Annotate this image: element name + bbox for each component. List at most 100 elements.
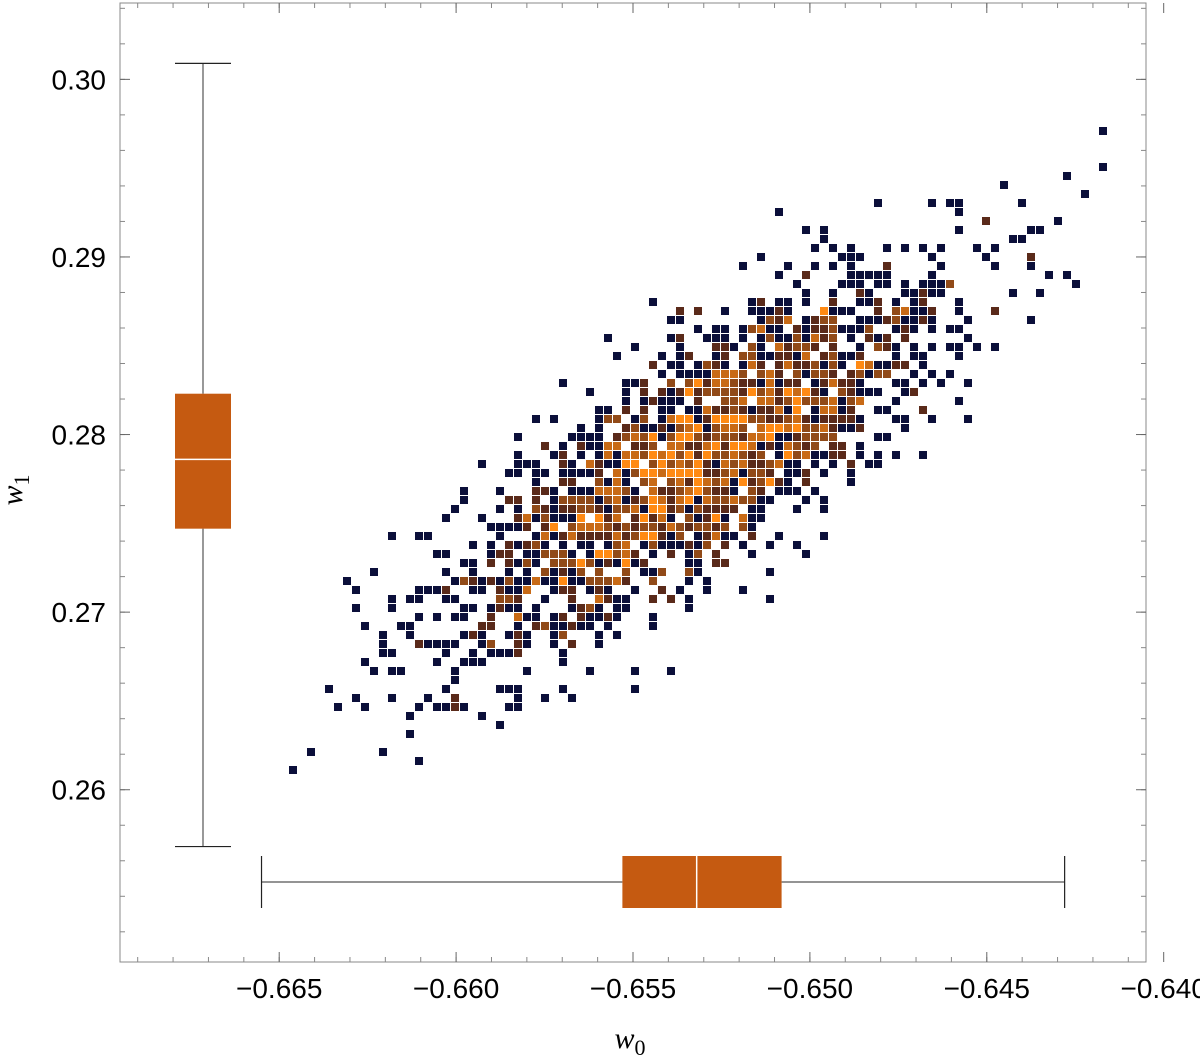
heatmap-cell: [748, 352, 756, 360]
heatmap-cell: [658, 406, 666, 414]
heatmap-cell: [631, 685, 639, 693]
heatmap-cell: [748, 451, 756, 459]
heatmap-cell: [712, 433, 720, 441]
heatmap-cell: [829, 289, 837, 297]
heatmap-cell: [667, 460, 675, 468]
heatmap-cell: [658, 451, 666, 459]
heatmap-cell: [721, 307, 729, 315]
heatmap-cell: [586, 586, 594, 594]
heatmap-cell: [631, 469, 639, 477]
heatmap-cell: [658, 388, 666, 396]
heatmap-cell: [838, 280, 846, 288]
heatmap-cell: [478, 712, 486, 720]
heatmap-cell: [784, 379, 792, 387]
heatmap-cell: [658, 397, 666, 405]
heatmap-cell: [568, 586, 576, 594]
heatmap-cell: [721, 532, 729, 540]
heatmap-cell: [667, 667, 675, 675]
heatmap-cell: [586, 622, 594, 630]
heatmap-cell: [856, 361, 864, 369]
heatmap-cell: [514, 694, 522, 702]
heatmap-cell: [568, 469, 576, 477]
heatmap-cell: [802, 478, 810, 486]
heatmap-cell: [712, 325, 720, 333]
heatmap-cell: [703, 424, 711, 432]
heatmap-cell: [469, 541, 477, 549]
heatmap-cell: [775, 352, 783, 360]
heatmap-cell: [685, 388, 693, 396]
heatmap-cell: [955, 325, 963, 333]
heatmap-cell: [658, 487, 666, 495]
heatmap-cell: [496, 595, 504, 603]
heatmap-cell: [622, 487, 630, 495]
heatmap-cell: [433, 586, 441, 594]
heatmap-cell: [721, 496, 729, 504]
heatmap-cell: [595, 469, 603, 477]
heatmap-cell: [667, 388, 675, 396]
heatmap-cell: [649, 298, 657, 306]
heatmap-cell: [631, 433, 639, 441]
heatmap-cell: [694, 541, 702, 549]
heatmap-cell: [712, 388, 720, 396]
heatmap-cell: [748, 505, 756, 513]
heatmap-cell: [775, 334, 783, 342]
heatmap-cell: [676, 343, 684, 351]
heatmap-cell: [559, 586, 567, 594]
x-tick-label: −0.640: [1120, 973, 1200, 1004]
heatmap-cell: [676, 370, 684, 378]
heatmap-cell: [757, 298, 765, 306]
heatmap-cell: [523, 523, 531, 531]
heatmap-cell: [694, 325, 702, 333]
heatmap-cell: [847, 334, 855, 342]
heatmap-cell: [676, 361, 684, 369]
heatmap-cell: [424, 694, 432, 702]
heatmap-cell: [784, 487, 792, 495]
heatmap-cell: [658, 469, 666, 477]
heatmap-cell: [694, 523, 702, 531]
heatmap-cell: [766, 415, 774, 423]
heatmap-cell: [640, 415, 648, 423]
heatmap-cell: [631, 523, 639, 531]
heatmap-cell: [685, 487, 693, 495]
heatmap-cell: [460, 703, 468, 711]
heatmap-cell: [766, 469, 774, 477]
heatmap-cell: [739, 478, 747, 486]
x-tick-label: −0.650: [767, 973, 853, 1004]
heatmap-cell: [631, 442, 639, 450]
heatmap-cell: [811, 442, 819, 450]
heatmap-cell: [838, 379, 846, 387]
heatmap-cell: [550, 640, 558, 648]
heatmap-cell: [559, 514, 567, 522]
heatmap-cell: [532, 478, 540, 486]
heatmap-cell: [982, 253, 990, 261]
heatmap-cell: [919, 280, 927, 288]
heatmap-cell: [739, 442, 747, 450]
heatmap-cell: [577, 424, 585, 432]
heatmap-cell: [685, 505, 693, 513]
heatmap-cell: [829, 298, 837, 306]
heatmap-cell: [730, 370, 738, 378]
heatmap-cell: [595, 433, 603, 441]
heatmap-cell: [928, 289, 936, 297]
heatmap-cell: [703, 361, 711, 369]
heatmap-cell: [775, 361, 783, 369]
x-axis-title: w0: [614, 1022, 645, 1060]
heatmap-cell: [640, 541, 648, 549]
heatmap-cell: [685, 604, 693, 612]
heatmap-cell: [595, 514, 603, 522]
heatmap-cell: [478, 622, 486, 630]
heatmap-cell: [802, 289, 810, 297]
heatmap-cell: [514, 631, 522, 639]
heatmap-cell: [649, 433, 657, 441]
heatmap-cell: [1027, 253, 1035, 261]
heatmap-cell: [568, 604, 576, 612]
heatmap-cell: [712, 469, 720, 477]
heatmap-cell: [532, 505, 540, 513]
heatmap-cell: [739, 352, 747, 360]
heatmap-cell: [910, 388, 918, 396]
y-axis-title-main: w: [0, 485, 29, 505]
heatmap-cell: [964, 316, 972, 324]
heatmap-cell: [766, 406, 774, 414]
heatmap-cell: [1036, 226, 1044, 234]
heatmap-cell: [604, 487, 612, 495]
